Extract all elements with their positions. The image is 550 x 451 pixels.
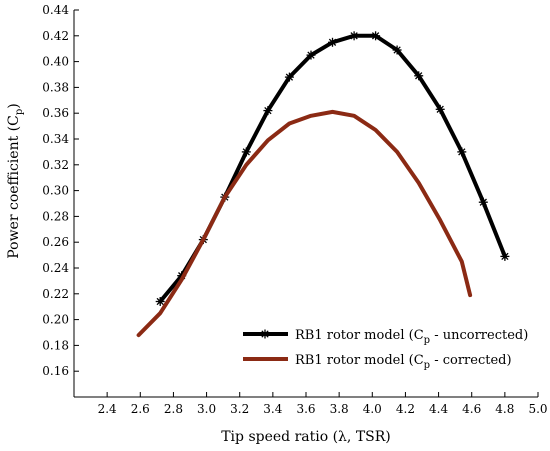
data-point-marker xyxy=(241,147,251,157)
y-axis-label-sub: p xyxy=(14,109,25,115)
x-tick-label: 2.4 xyxy=(98,402,117,416)
y-tick-label: 0.32 xyxy=(42,158,69,172)
x-tick-label: 2.6 xyxy=(131,402,150,416)
data-point-marker xyxy=(392,45,402,55)
y-tick-label: 0.28 xyxy=(42,209,69,223)
x-tick-label: 3.0 xyxy=(197,402,216,416)
legend-label-corrected: RB1 rotor model (Cp - corrected) xyxy=(295,353,512,371)
y-tick-label: 0.40 xyxy=(42,55,69,69)
x-tick-label: 2.8 xyxy=(164,402,183,416)
x-tick-label: 4.4 xyxy=(429,402,448,416)
data-point-marker xyxy=(457,147,467,157)
data-point-marker xyxy=(478,197,488,207)
y-tick-label: 0.30 xyxy=(42,184,69,198)
x-axis-ticks: 2.4 2.6 2.8 3.0 3.2 3.4 3.6 3.8 4.0 4.2 4.4 4.6 4.8 5… xyxy=(98,392,548,416)
y-tick-label: 0.26 xyxy=(42,235,69,249)
data-point-marker xyxy=(371,31,381,41)
y-tick-label: 0.44 xyxy=(42,3,69,17)
y-axis-label-main: Power coefficient (C xyxy=(6,115,22,259)
series-line-corrected xyxy=(136,109,473,338)
data-point-marker xyxy=(155,297,165,306)
data-point-marker xyxy=(349,31,359,41)
data-point-marker xyxy=(435,104,445,114)
x-tick-label: 3.2 xyxy=(230,402,249,416)
y-tick-label: 0.22 xyxy=(42,287,69,301)
x-tick-label: 4.8 xyxy=(495,402,514,416)
data-point-marker xyxy=(328,37,337,47)
y-axis-label: Power coefficient (Cp) xyxy=(6,103,25,258)
y-axis-ticks: 0.16 0.18 0.20 0.22 0.24 0.26 0.28 0.30 0.32 0.34… xyxy=(42,3,79,378)
x-tick-label: 4.6 xyxy=(462,402,481,416)
data-point-marker xyxy=(263,106,273,116)
series-layer xyxy=(136,31,510,338)
y-tick-label: 0.34 xyxy=(42,132,69,146)
x-tick-label: 3.4 xyxy=(263,402,282,416)
y-tick-label: 0.18 xyxy=(42,338,69,352)
y-tick-label: 0.20 xyxy=(42,313,69,327)
data-point-marker xyxy=(414,71,424,81)
y-tick-label: 0.42 xyxy=(42,29,69,43)
x-tick-label: 3.6 xyxy=(296,402,315,416)
x-axis-label: Tip speed ratio (λ, TSR) xyxy=(221,429,391,445)
y-tick-label: 0.24 xyxy=(42,261,69,275)
x-tick-label: 5.0 xyxy=(528,402,547,416)
y-tick-label: 0.36 xyxy=(42,106,69,120)
data-point-marker xyxy=(306,50,316,60)
y-tick-label: 0.38 xyxy=(42,80,69,94)
y-axis-label-close: ) xyxy=(6,103,22,108)
y-tick-label: 0.16 xyxy=(42,364,69,378)
legend-label-uncorrected: RB1 rotor model (Cp - uncorrected) xyxy=(295,328,528,346)
x-tick-label: 3.8 xyxy=(330,402,349,416)
legend-marker-uncorrected xyxy=(260,329,270,339)
data-point-marker xyxy=(284,72,294,82)
data-point-marker xyxy=(500,251,510,261)
legend: RB1 rotor model (Cp - uncorrected) RB1 r… xyxy=(243,328,528,371)
x-tick-label: 4.2 xyxy=(396,402,415,416)
x-tick-label: 4.0 xyxy=(363,402,382,416)
